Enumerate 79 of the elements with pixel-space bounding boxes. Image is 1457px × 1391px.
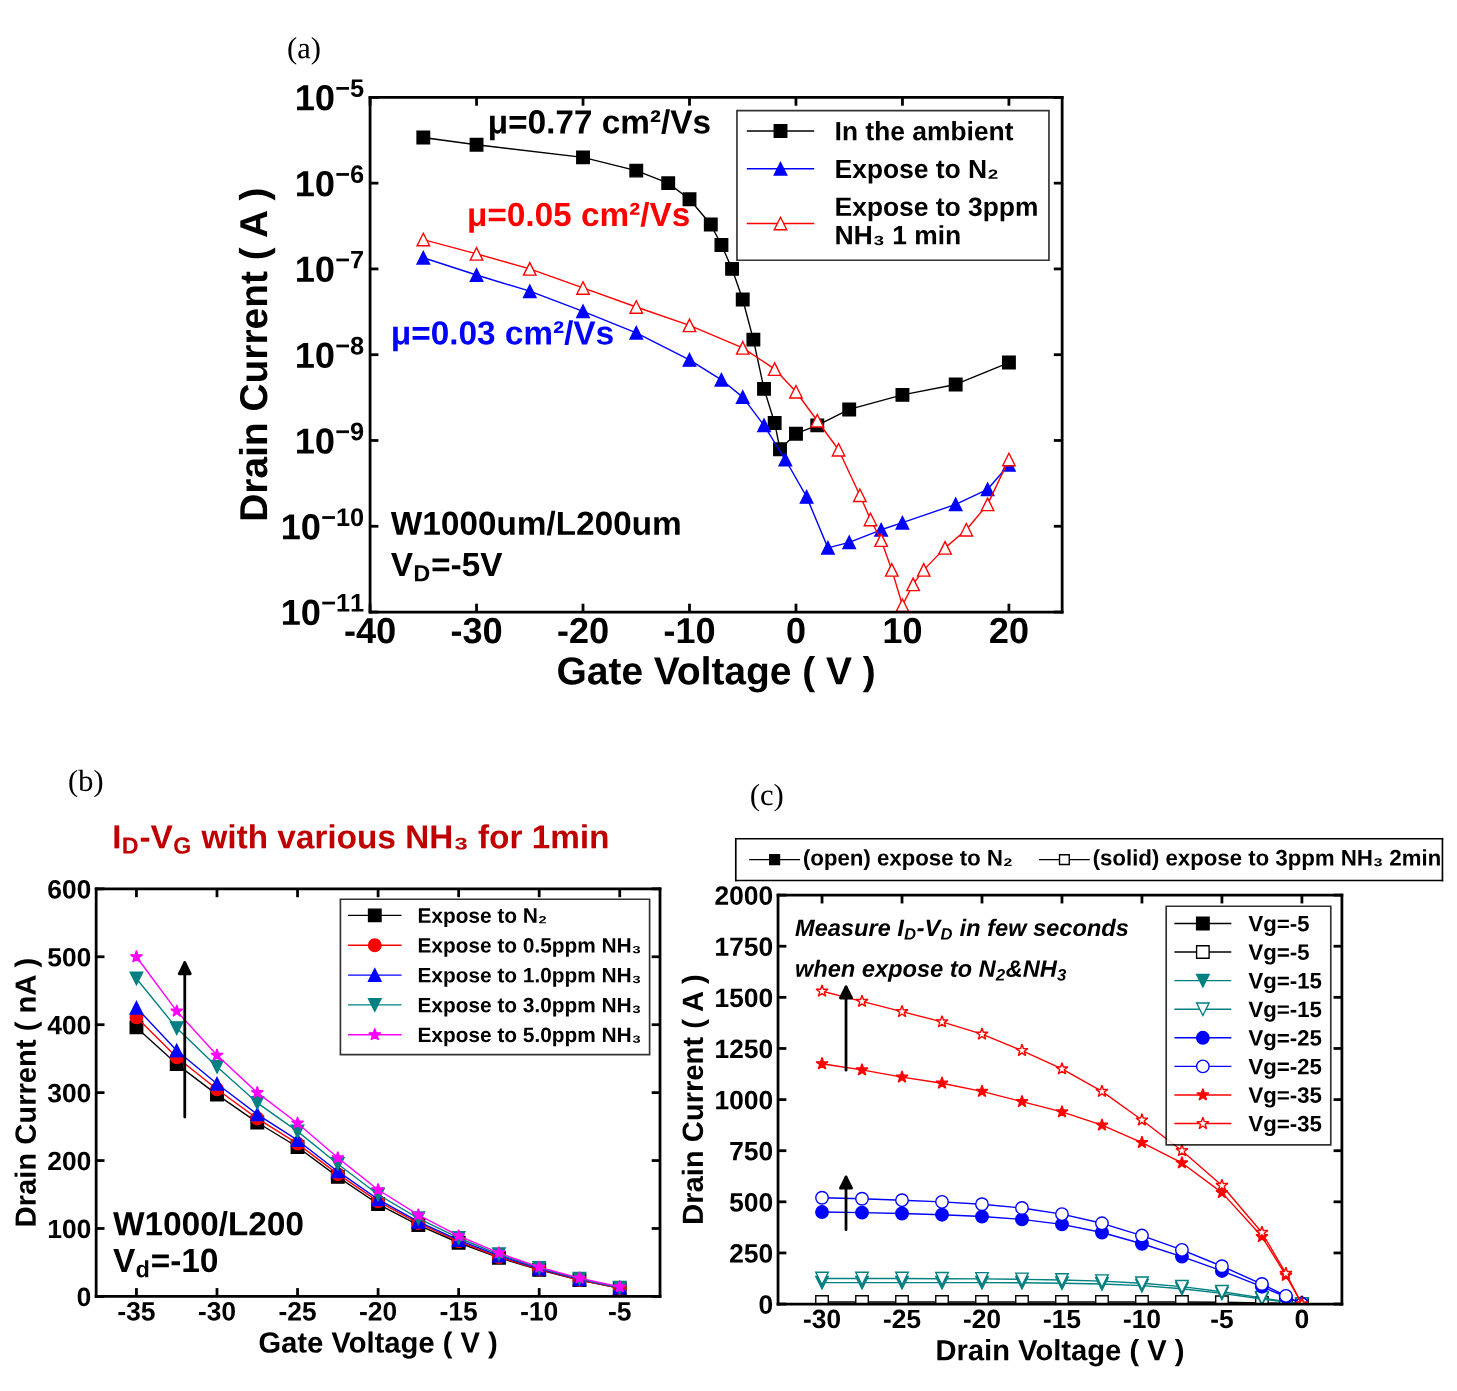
- x-tick-label: -40: [345, 617, 395, 644]
- y-tick-label: 10$^{−5}$: [297, 79, 364, 111]
- legend-label: In the ambient: [836, 121, 1014, 141]
- annotation: W1000um/L200um: [390, 510, 680, 536]
- annotation: V$_{d}$=-10: [113, 1248, 218, 1278]
- x-tick-label: -10: [664, 617, 715, 644]
- annotation: μ=0.05 cm²/Vs: [469, 201, 689, 233]
- x-axis-title: Gate Voltage ( V ): [558, 656, 874, 693]
- legend-label: Expose to 5.0ppm NH₃: [418, 1027, 641, 1047]
- y-tick-label: 1750: [716, 937, 773, 957]
- x-axis-title: Drain Voltage ( V ): [937, 1339, 1184, 1367]
- legend-label: Vg=-15: [1248, 973, 1322, 994]
- text: (open) expose to N₂: [804, 849, 1012, 870]
- annotation: μ=0.77 cm²/Vs: [490, 109, 710, 141]
- x-tick-label: -20: [360, 1301, 397, 1321]
- y-axis-title: Drain Current ( nA ): [14, 959, 42, 1226]
- legend-label: Vg=-35: [1248, 1115, 1322, 1137]
- annotation: V$_{D}$=-5V: [391, 553, 503, 582]
- x-tick-label: -10: [521, 1301, 558, 1321]
- x-tick-label: -10: [1123, 1309, 1160, 1329]
- y-tick-label: 10$^{−8}$: [297, 336, 364, 369]
- legend-label: Expose to 1.0ppm NH₃: [418, 967, 641, 987]
- x-axis-title: Gate Voltage ( V ): [259, 1331, 497, 1359]
- x-tick-label: 0: [787, 617, 805, 644]
- x-tick-label: 20: [990, 617, 1028, 644]
- y-tick-label: 250: [730, 1244, 773, 1263]
- y-axis-title: Drain Current ( A ): [681, 975, 709, 1223]
- legend-label: Expose to 3.0ppm NH₃: [418, 997, 641, 1017]
- legend-label: Expose to 0.5ppm NH₃: [418, 937, 641, 957]
- y-tick-label: 500: [48, 947, 91, 967]
- y-axis-title: Drain Current ( A ): [238, 189, 276, 520]
- x-tick-label: -15: [440, 1302, 477, 1321]
- x-tick-label: -20: [558, 617, 608, 644]
- y-tick-label: 1500: [716, 988, 773, 1008]
- annotation: W1000/L200: [113, 1211, 303, 1236]
- annotation: μ=0.03 cm²/Vs: [393, 320, 613, 352]
- x-tick-label: -25: [883, 1309, 921, 1329]
- y-tick-label: 300: [47, 1083, 91, 1103]
- x-tick-label: 10: [884, 617, 922, 644]
- legend-label: Vg=-15: [1248, 1001, 1322, 1022]
- legend-label: Vg=-35: [1248, 1087, 1322, 1108]
- y-tick-label: 0: [77, 1287, 91, 1307]
- x-tick-label: 0: [1295, 1309, 1309, 1329]
- x-tick-label: -5: [609, 1302, 631, 1321]
- y-tick-label: 10$^{−9}$: [297, 422, 364, 454]
- chart-subtitle: I$_{D}$-V$_{G}$ with various NH₃ for 1min: [114, 824, 608, 854]
- y-tick-label: 750: [730, 1141, 773, 1161]
- y-tick-label: 10$^{−7}$: [297, 250, 364, 283]
- y-tick-label: 200: [48, 1151, 91, 1171]
- y-tick-label: 400: [47, 1015, 91, 1035]
- y-tick-label: 1000: [716, 1090, 773, 1110]
- legend-label: Vg=-25: [1248, 1030, 1322, 1051]
- legend-label: Expose to 3ppm NH₃ 1 min: [836, 197, 1037, 246]
- chart-title: (b): [69, 769, 103, 798]
- x-tick-label: -30: [198, 1301, 235, 1321]
- chart-title: (c): [751, 783, 783, 812]
- text: (solid) expose to 3ppm NH₃ 2min: [1093, 849, 1440, 870]
- y-tick-label: 600: [48, 879, 91, 899]
- x-tick-label: -25: [279, 1301, 316, 1321]
- y-tick-label: 2000: [715, 886, 773, 905]
- legend-label: Vg=-25: [1248, 1058, 1322, 1079]
- legend-label: Expose to N₂: [836, 159, 998, 184]
- legend-label: Vg=-5: [1248, 915, 1309, 936]
- x-tick-label: -30: [451, 617, 502, 644]
- y-tick-label: 10$^{−10}$: [282, 508, 364, 540]
- y-tick-label: 100: [48, 1219, 91, 1239]
- y-tick-label: 10$^{−6}$: [297, 165, 364, 197]
- x-tick-label: -35: [118, 1301, 155, 1321]
- y-tick-label: 1250: [716, 1039, 773, 1059]
- y-tick-label: 500: [729, 1192, 773, 1212]
- annotation: Measure I$_{D}$-V$_{D}$ in few seconds: [795, 918, 1129, 940]
- legend-label: Vg=-5: [1248, 944, 1309, 965]
- legend-label: Expose to N₂: [418, 908, 547, 928]
- x-tick-label: -20: [963, 1309, 1000, 1329]
- annotation: when expose to N$_{2}$&NH$_{3}$: [796, 959, 1067, 982]
- chart-title: (a): [288, 36, 320, 65]
- x-tick-label: -5: [1211, 1309, 1233, 1329]
- x-tick-label: -30: [803, 1309, 841, 1329]
- x-tick-label: -15: [1043, 1309, 1081, 1329]
